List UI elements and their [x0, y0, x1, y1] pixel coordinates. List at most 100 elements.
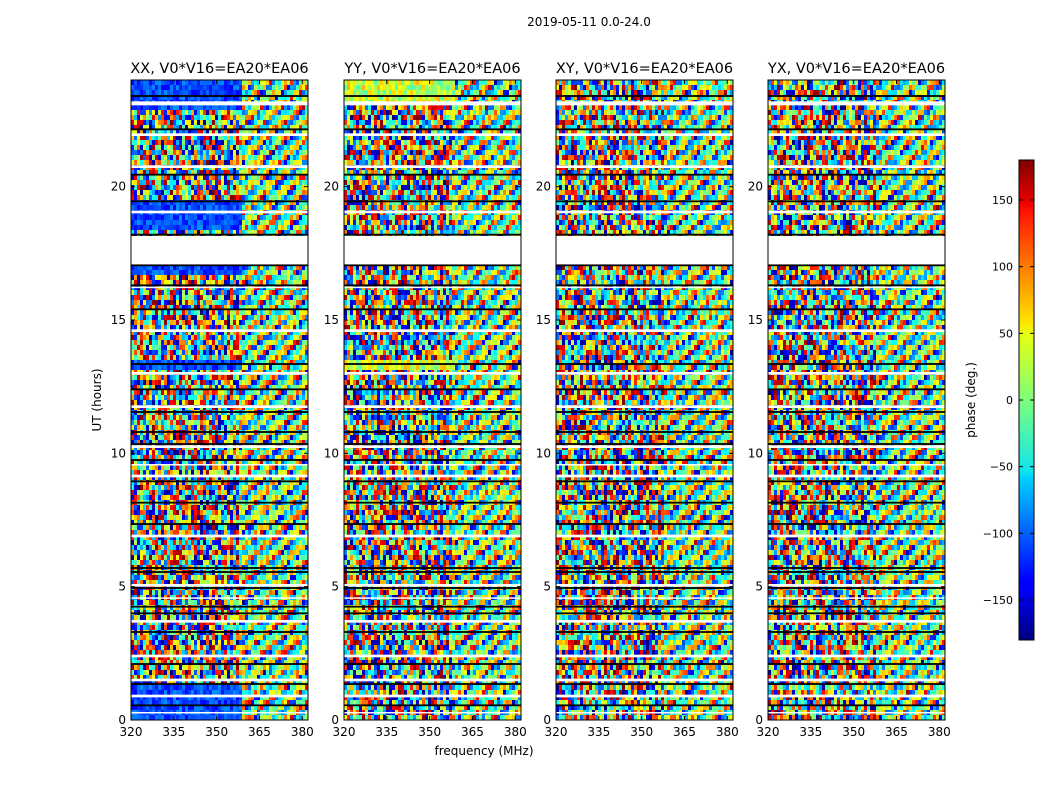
colorbar-tick-label: 0	[1006, 394, 1013, 407]
flagged-band	[131, 654, 308, 658]
flagged-band	[344, 329, 521, 332]
flag-line	[131, 363, 308, 365]
flag-line	[768, 128, 945, 131]
flagged-band	[131, 694, 308, 698]
flag-line	[556, 173, 733, 176]
flag-line	[556, 128, 733, 131]
flagged-band	[131, 165, 308, 168]
y-tick-label: 15	[111, 313, 126, 327]
panel-title-yy: YY, V0*V16=EA20*EA06	[343, 61, 520, 77]
flag-line	[768, 567, 945, 569]
flag-line	[768, 459, 945, 461]
flag-line	[131, 284, 308, 287]
flagged-band	[131, 236, 308, 266]
x-tick-label: 335	[375, 725, 398, 739]
flagged-band	[344, 597, 521, 599]
y-tick-label: 0	[331, 713, 339, 727]
y-tick-label: 5	[543, 580, 551, 594]
colorbar-tick-label: −150	[983, 594, 1013, 607]
flagged-band	[768, 372, 945, 375]
y-tick-label: 20	[324, 180, 339, 194]
flag-line	[131, 431, 308, 433]
colorbar-tick-label: 100	[992, 261, 1013, 274]
y-tick-label: 10	[748, 446, 763, 460]
x-tick-label: 320	[120, 725, 143, 739]
flag-line	[768, 233, 945, 236]
flagged-band	[768, 654, 945, 658]
flag-line	[556, 411, 733, 413]
flag-line	[556, 233, 733, 236]
y-tick-label: 0	[118, 713, 126, 727]
flag-line	[131, 128, 308, 131]
panel-yx: YX, V0*V16=EA20*EA06 320 335 350 365 380 0 5 10 1…	[748, 61, 951, 739]
flagged-band	[131, 712, 308, 714]
flag-line	[344, 663, 521, 665]
flag-line	[768, 363, 945, 365]
flagged-band	[131, 474, 308, 478]
flag-line	[344, 480, 521, 483]
flagged-band	[344, 534, 521, 538]
phase-heatmap-yy	[344, 80, 521, 720]
flag-line	[556, 443, 733, 445]
panels: XX, V0*V16=EA20*EA06 320 335 350 365 380 0 5 10 1…	[111, 61, 951, 739]
flagged-band	[344, 165, 521, 168]
figure-suptitle: 2019-05-11 0.0-24.0	[527, 15, 651, 29]
x-tick-label: 365	[673, 725, 696, 739]
flag-line	[768, 443, 945, 445]
flagged-band	[768, 534, 945, 538]
flag-line	[556, 605, 733, 608]
flag-line	[768, 411, 945, 413]
panel-frame	[343, 79, 522, 721]
flag-line	[344, 571, 521, 573]
flag-line	[131, 264, 308, 267]
flag-line	[131, 567, 308, 569]
flagged-band	[768, 405, 945, 408]
flagged-band	[131, 678, 308, 682]
flag-line	[344, 388, 521, 391]
x-tick-label: 380	[928, 725, 951, 739]
x-tick-label: 365	[461, 725, 484, 739]
flagged-band	[768, 165, 945, 168]
flagged-band	[131, 133, 308, 136]
flagged-band	[344, 286, 521, 289]
flagged-band	[344, 584, 521, 587]
flag-line	[131, 605, 308, 608]
flag-line	[131, 704, 308, 707]
flagged-band	[556, 678, 733, 682]
flag-line	[131, 308, 308, 311]
flag-line	[344, 233, 521, 236]
flag-line	[344, 95, 521, 97]
x-tick-label: 350	[418, 725, 441, 739]
flag-line	[556, 683, 733, 685]
y-tick-label: 20	[748, 180, 763, 194]
flag-line	[556, 523, 733, 525]
flag-line	[556, 612, 733, 615]
colorbar-tick-label: −100	[983, 527, 1013, 540]
y-tick-label: 10	[111, 446, 126, 460]
y-tick-label: 15	[536, 313, 551, 327]
flag-line	[344, 411, 521, 413]
flag-line	[768, 95, 945, 97]
flagged-band	[556, 329, 733, 332]
flag-line	[556, 308, 733, 311]
flagged-band	[344, 474, 521, 478]
flagged-band	[556, 286, 733, 289]
panel-title-xx: XX, V0*V16=EA20*EA06	[130, 61, 308, 77]
flag-line	[768, 605, 945, 608]
flag-line	[344, 200, 521, 203]
x-tick-label: 380	[504, 725, 527, 739]
flag-line	[768, 571, 945, 573]
x-tick-label: 335	[587, 725, 610, 739]
flag-line	[344, 128, 521, 131]
flag-line	[768, 587, 945, 589]
flag-line	[131, 612, 308, 615]
flagged-band	[556, 597, 733, 599]
flagged-band	[768, 694, 945, 698]
colorbar-ticks: 150 100 50 0 −50 −100 −150	[983, 194, 1034, 607]
y-tick-label: 15	[748, 313, 763, 327]
flagged-band	[768, 584, 945, 587]
flag-line	[131, 663, 308, 665]
flag-line	[768, 683, 945, 685]
flag-line	[344, 173, 521, 176]
